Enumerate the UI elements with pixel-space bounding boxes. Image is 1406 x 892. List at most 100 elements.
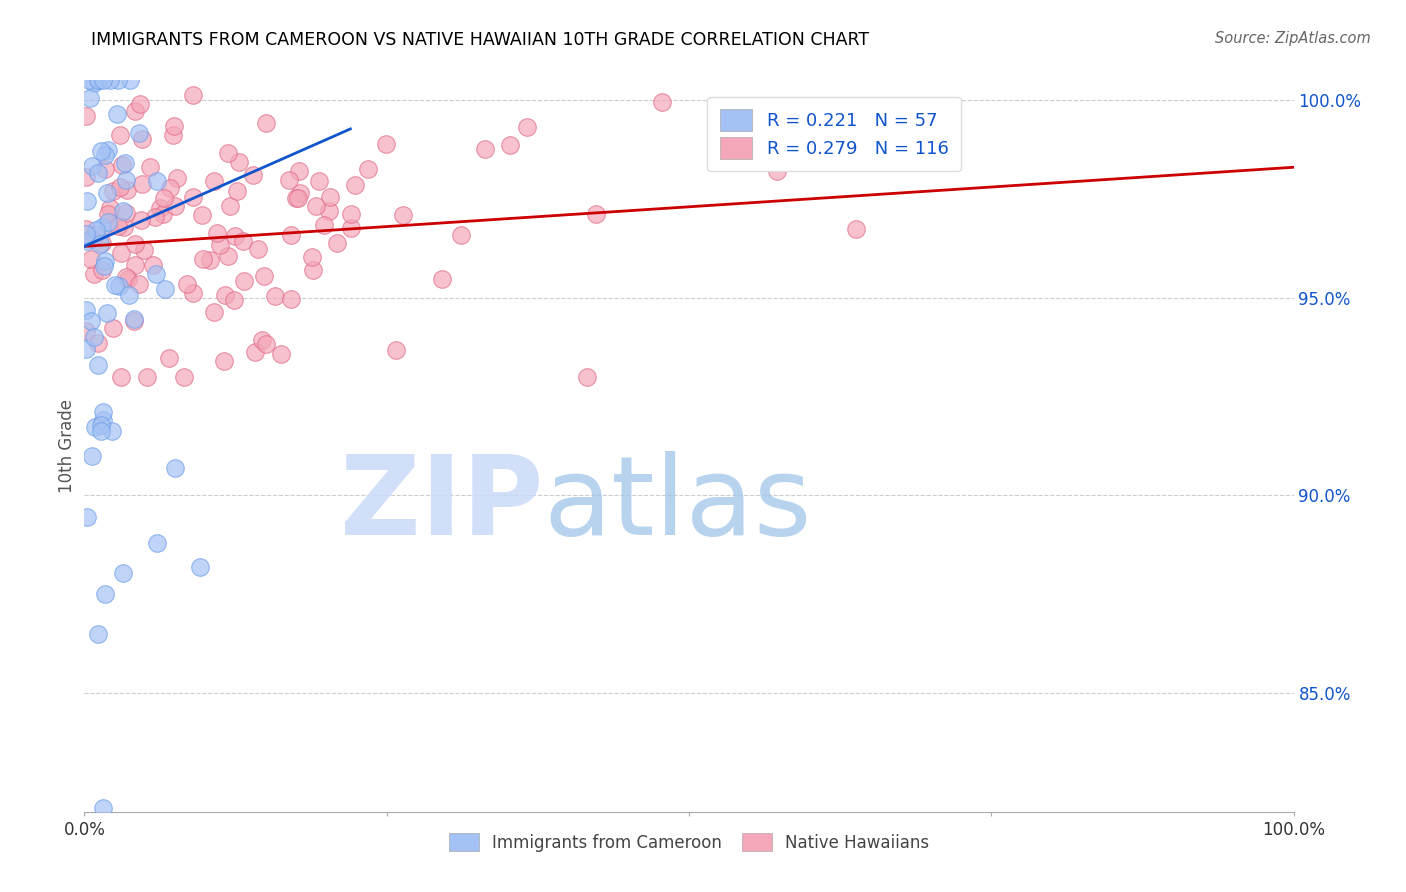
Point [107,219,129,233]
Point [202,174,225,188]
Point [218,199,240,213]
Point [181,87,204,102]
Point [87,73,110,87]
Point [91,235,114,250]
Point [159,181,181,195]
Point [134,243,156,257]
Point [112,204,135,219]
Point [94,254,117,268]
Point [107,73,129,87]
Point [142,258,165,272]
Point [181,189,204,203]
Point [87,358,110,372]
Point [97,144,120,158]
Point [205,227,228,241]
Point [124,103,146,118]
Point [124,258,146,272]
Point [188,559,211,574]
Point [82,159,104,173]
Point [110,180,132,194]
Point [288,164,311,178]
Point [103,321,125,335]
Point [301,250,323,264]
Point [326,236,349,251]
Point [153,191,176,205]
Point [114,205,136,219]
Point [209,238,232,252]
Point [232,234,254,248]
Point [115,270,138,285]
Point [75,342,97,356]
Point [98,73,121,87]
Point [75,109,97,123]
Point [190,209,212,223]
Point [83,419,105,434]
Point [111,158,134,172]
Point [108,128,131,143]
Point [80,449,103,463]
Text: Source: ZipAtlas.com: Source: ZipAtlas.com [1215,31,1371,46]
Point [247,243,270,257]
Point [97,207,120,221]
Point [305,199,328,213]
Point [242,168,264,182]
Point [115,173,138,187]
Point [340,207,363,221]
Text: atlas: atlas [544,451,813,558]
Point [84,223,107,237]
Point [135,369,157,384]
Point [77,73,100,87]
Point [181,285,204,300]
Point [94,161,117,176]
Point [76,509,98,524]
Point [264,289,287,303]
Text: IMMIGRANTS FROM CAMEROON VS NATIVE HAWAIIAN 10TH GRADE CORRELATION CHART: IMMIGRANTS FROM CAMEROON VS NATIVE HAWAI… [91,31,869,49]
Point [110,246,132,260]
Point [253,268,276,283]
Point [228,155,250,169]
Point [214,288,236,302]
Point [176,277,198,291]
Point [90,262,112,277]
Point [224,293,246,308]
Point [270,347,292,361]
Point [145,268,167,282]
Point [162,128,184,142]
Point [163,460,186,475]
Point [75,303,97,318]
Point [93,801,115,815]
Point [243,344,266,359]
Point [94,148,117,162]
Point [318,204,340,219]
Point [96,186,118,200]
Point [75,227,97,241]
Point [166,171,188,186]
Point [845,222,868,236]
Point [233,274,256,288]
Point [75,324,97,338]
Point [124,237,146,252]
Point [193,252,215,266]
Point [117,287,139,301]
Point [90,220,112,235]
Point [576,369,599,384]
Point [107,279,129,293]
Point [202,304,225,318]
Point [515,120,537,134]
Point [157,351,180,365]
Point [122,314,145,328]
Point [143,211,166,225]
Point [89,237,111,252]
Point [498,138,520,153]
Point [80,314,103,328]
Point [94,587,117,601]
Point [224,229,246,244]
Point [80,252,103,266]
Point [432,272,454,286]
Point [314,218,336,232]
Point [120,73,142,87]
Point [280,292,302,306]
Point [98,201,121,215]
Point [110,369,132,384]
Point [101,424,124,438]
